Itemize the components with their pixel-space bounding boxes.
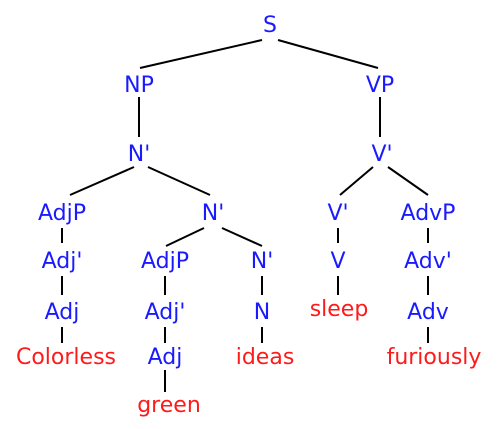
node-n-bar-top: N' xyxy=(128,142,151,167)
node-adj-bar-2: Adj' xyxy=(145,300,186,325)
node-adjp-2: AdjP xyxy=(141,249,189,274)
node-v-bar-low: V' xyxy=(327,201,348,226)
word-sleep: sleep xyxy=(310,297,369,322)
node-adj-bar-1: Adj' xyxy=(42,249,83,274)
node-np: NP xyxy=(124,73,154,98)
tree-words: Colorless green ideas sleep furiously xyxy=(16,297,481,418)
node-v: V xyxy=(330,249,345,274)
node-adv: Adv xyxy=(407,300,449,325)
edge-s-vp xyxy=(277,39,379,69)
edge-vbar-vbar xyxy=(339,166,374,196)
node-n: N xyxy=(254,300,270,325)
word-ideas: ideas xyxy=(236,345,295,370)
edge-nbar-nbar xyxy=(147,166,211,196)
word-furiously: furiously xyxy=(387,345,482,370)
tree-edges xyxy=(61,39,429,392)
tree-category-nodes: S NP VP N' V' AdjP N' V' AdvP Adj' AdjP … xyxy=(38,13,455,370)
edge-s-np xyxy=(139,39,263,69)
node-n-bar-mid: N' xyxy=(202,201,225,226)
edge-nbar-nbar2 xyxy=(221,227,263,247)
word-colorless: Colorless xyxy=(16,345,116,370)
node-s: S xyxy=(263,13,277,38)
edge-nbar-adjp xyxy=(69,166,135,196)
node-v-bar-top: V' xyxy=(371,142,392,167)
node-n-bar-low: N' xyxy=(251,249,274,274)
node-vp: VP xyxy=(366,73,394,98)
node-adjp-1: AdjP xyxy=(38,201,86,226)
node-adj-2: Adj xyxy=(148,345,183,370)
word-green: green xyxy=(137,393,201,418)
edge-vbar-advp xyxy=(387,166,429,196)
node-advp: AdvP xyxy=(401,201,456,226)
node-adj-1: Adj xyxy=(45,300,80,325)
node-adv-bar: Adv' xyxy=(404,249,452,274)
edge-nbar-adjp2 xyxy=(165,227,205,247)
